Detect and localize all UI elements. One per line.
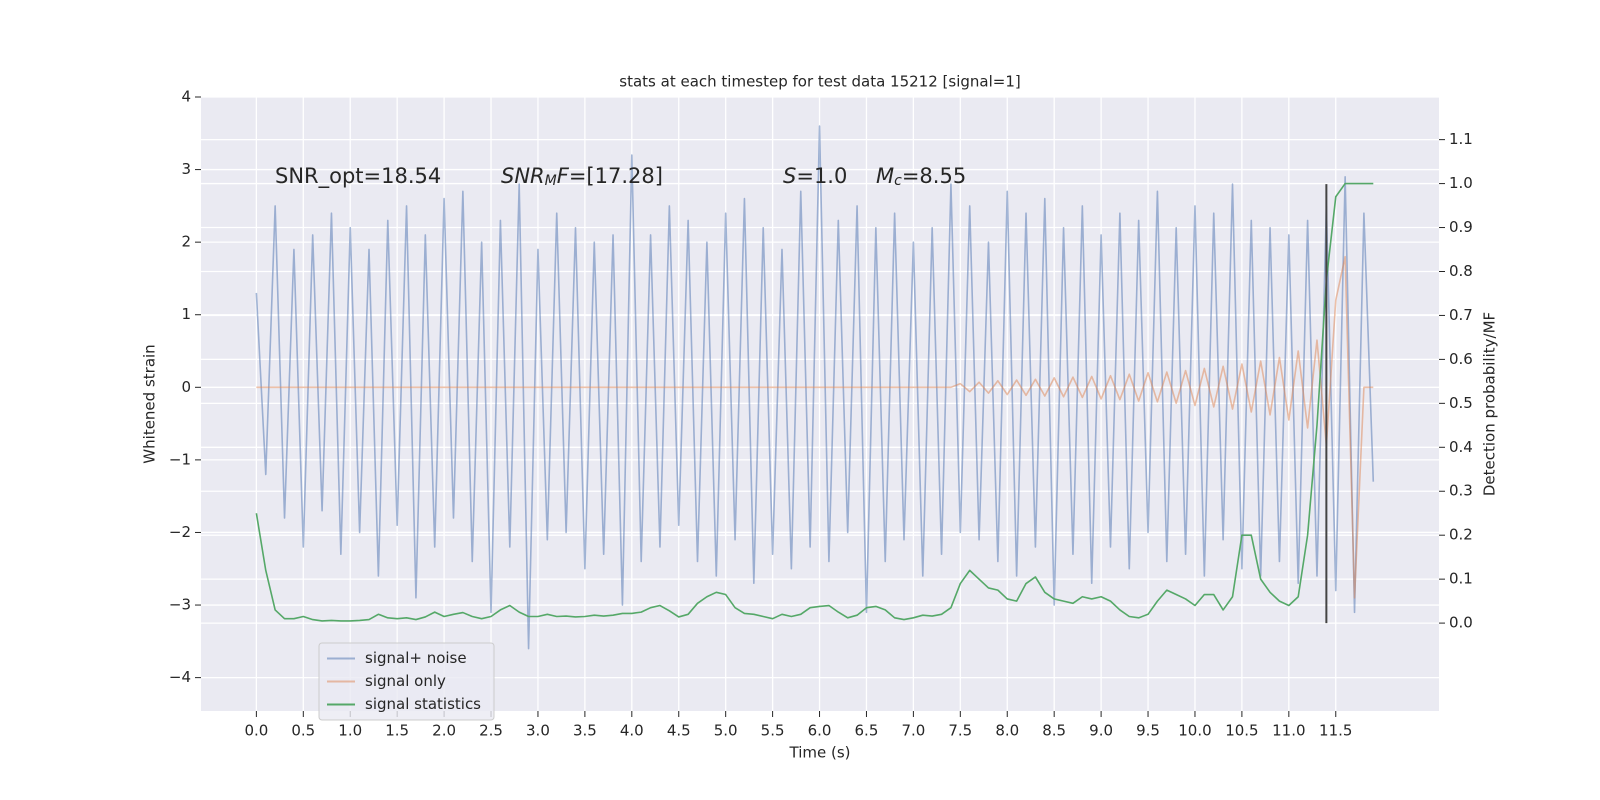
annotation: SNR_opt=18.54 bbox=[275, 164, 441, 189]
annotation: SNRMF=[17.28] bbox=[501, 164, 663, 189]
y-tick-label: 0 bbox=[181, 378, 191, 396]
y2-tick-label: 1.1 bbox=[1449, 130, 1473, 148]
series-line bbox=[255, 182, 1374, 622]
x-tick-label: 6.0 bbox=[808, 722, 832, 740]
annotation-part: F bbox=[557, 164, 570, 188]
x-tick-label: 4.0 bbox=[620, 722, 644, 740]
y2-tick-label: 0.9 bbox=[1449, 218, 1473, 236]
x-tick-label: 2.0 bbox=[432, 722, 456, 740]
x-tick-label: 3.0 bbox=[526, 722, 550, 740]
annotation-part: S bbox=[783, 164, 796, 188]
y2-tick-label: 0.1 bbox=[1449, 570, 1473, 588]
y2-tick-label: 0.8 bbox=[1449, 262, 1473, 280]
y2-tick-label: 1.0 bbox=[1449, 174, 1473, 192]
legend-box bbox=[318, 642, 495, 721]
y2-tick-label: 0.5 bbox=[1449, 394, 1473, 412]
annotation-part: M bbox=[876, 164, 894, 188]
y2-tick-label: 0.2 bbox=[1449, 526, 1473, 544]
x-tick-label: 1.0 bbox=[338, 722, 362, 740]
annotation-part: SNR bbox=[501, 164, 545, 188]
x-tick-label: 9.5 bbox=[1136, 722, 1160, 740]
x-tick-label: 8.0 bbox=[995, 722, 1019, 740]
y2-tick-label: 0.3 bbox=[1449, 482, 1473, 500]
annotation-part: c bbox=[894, 173, 902, 189]
y-tick-label: −1 bbox=[169, 450, 191, 468]
y2-tick-label: 0.4 bbox=[1449, 438, 1473, 456]
x-tick-label: 5.5 bbox=[761, 722, 785, 740]
x-tick-label: 10.0 bbox=[1178, 722, 1211, 740]
annotation-part: =[17.28] bbox=[569, 164, 663, 188]
legend-label: signal only bbox=[365, 672, 446, 690]
annotation-part: M bbox=[545, 173, 557, 189]
y-tick-label: −4 bbox=[169, 668, 191, 686]
y2-tick-label: 0.6 bbox=[1449, 350, 1473, 368]
y-tick-label: 4 bbox=[181, 88, 191, 106]
x-tick-label: 3.5 bbox=[573, 722, 597, 740]
annotation: S=1.0 bbox=[783, 164, 847, 188]
legend-label: signal statistics bbox=[365, 695, 481, 713]
legend-label: signal+ noise bbox=[365, 649, 467, 667]
x-tick-label: 9.0 bbox=[1089, 722, 1113, 740]
x-tick-label: 6.5 bbox=[855, 722, 879, 740]
y-tick-label: −2 bbox=[169, 523, 191, 541]
chart-title: stats at each timestep for test data 152… bbox=[619, 73, 1020, 91]
x-tick-label: 2.5 bbox=[479, 722, 503, 740]
x-tick-label: 5.0 bbox=[714, 722, 738, 740]
x-axis-label: Time (s) bbox=[789, 744, 851, 762]
x-tick-label: 7.0 bbox=[901, 722, 925, 740]
y-tick-label: 1 bbox=[181, 305, 191, 323]
x-tick-label: 4.5 bbox=[667, 722, 691, 740]
annotation-part: =8.55 bbox=[902, 164, 966, 188]
y-tick-label: 3 bbox=[181, 160, 191, 178]
x-tick-label: 8.5 bbox=[1042, 722, 1066, 740]
annotation-part: =1.0 bbox=[796, 164, 847, 188]
y-tick-label: −3 bbox=[169, 596, 191, 614]
x-tick-label: 0.0 bbox=[244, 722, 268, 740]
x-tick-label: 1.5 bbox=[385, 722, 409, 740]
x-tick-label: 11.0 bbox=[1272, 722, 1305, 740]
y2-tick-label: 0.0 bbox=[1449, 614, 1473, 632]
x-tick-label: 0.5 bbox=[291, 722, 315, 740]
y2-axis-label: Detection probability/MF bbox=[1481, 312, 1499, 496]
x-tick-label: 10.5 bbox=[1225, 722, 1258, 740]
y2-tick-label: 0.7 bbox=[1449, 306, 1473, 324]
series-line bbox=[256, 255, 1374, 599]
x-tick-label: 7.5 bbox=[948, 722, 972, 740]
series-line bbox=[255, 125, 1375, 650]
annotation-part: SNR_opt=18.54 bbox=[275, 164, 441, 189]
annotation: Mc=8.55 bbox=[876, 164, 966, 189]
y-tick-label: 2 bbox=[181, 233, 191, 251]
x-tick-label: 11.5 bbox=[1319, 722, 1352, 740]
y-axis-label: Whitened strain bbox=[141, 344, 159, 463]
